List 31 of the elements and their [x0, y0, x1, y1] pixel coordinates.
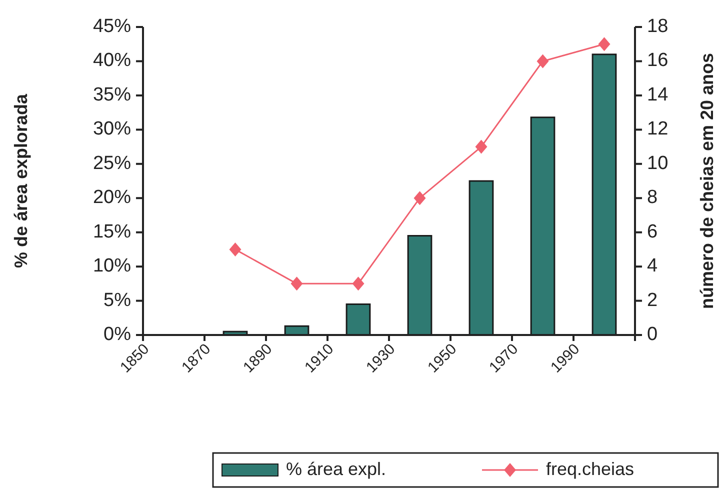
y2-tick-label: 14: [647, 84, 669, 106]
point: [352, 276, 364, 291]
y2-tick-label: 2: [647, 290, 658, 311]
y-tick-label: 10%: [92, 256, 132, 277]
y-tick-label: 20%: [92, 187, 132, 208]
point: [475, 140, 488, 154]
y-axis-title: % de área explorada: [10, 92, 31, 268]
y-tick-label: 35%: [92, 84, 132, 106]
y-tick-label: 0%: [104, 324, 132, 346]
y2-tick-label: 6: [647, 221, 658, 242]
y2-tick-label: 8: [647, 187, 658, 208]
point: [536, 54, 549, 68]
y2-tick-label: 12: [647, 118, 668, 140]
y2-tick-label: 18: [647, 16, 668, 38]
point: [598, 37, 610, 52]
y2-axis-title: número de cheias em 20 anos: [696, 52, 717, 310]
y2-tick-label: 10: [647, 152, 668, 174]
legend-label: freq.cheias: [546, 458, 634, 479]
y-tick-label: 5%: [104, 290, 132, 311]
y-tick-label: 15%: [92, 221, 132, 242]
legend-label: % área expl.: [286, 458, 386, 479]
y-tick-label: 25%: [92, 152, 132, 174]
y2-tick-label: 16: [647, 50, 668, 72]
y-tick-label: 30%: [92, 118, 132, 140]
point: [229, 242, 242, 256]
y2-tick-label: 4: [647, 256, 658, 277]
y2-tick-label: 0: [647, 324, 658, 346]
point: [290, 276, 303, 291]
y-tick-label: 45%: [92, 16, 132, 38]
y-tick-label: 40%: [92, 50, 132, 72]
point: [414, 191, 426, 206]
